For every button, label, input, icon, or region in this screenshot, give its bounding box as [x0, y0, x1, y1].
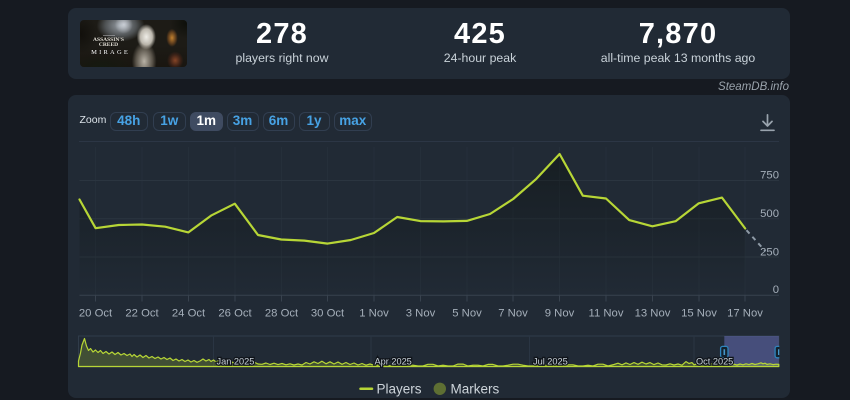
- svg-text:15 Nov: 15 Nov: [681, 308, 717, 320]
- svg-text:28 Oct: 28 Oct: [265, 308, 299, 320]
- svg-text:Oct 2025: Oct 2025: [696, 357, 733, 367]
- svg-text:Jul 2025: Jul 2025: [533, 357, 568, 367]
- svg-text:17 Nov: 17 Nov: [727, 308, 763, 320]
- svg-text:0: 0: [773, 284, 779, 296]
- svg-text:5 Nov: 5 Nov: [452, 308, 482, 320]
- svg-text:Markers: Markers: [451, 381, 500, 396]
- svg-text:500: 500: [760, 208, 779, 220]
- svg-text:24 Oct: 24 Oct: [172, 308, 206, 320]
- svg-text:Apr 2025: Apr 2025: [375, 357, 412, 367]
- svg-text:30 Oct: 30 Oct: [311, 308, 345, 320]
- svg-text:26 Oct: 26 Oct: [218, 308, 252, 320]
- svg-text:250: 250: [760, 246, 779, 258]
- svg-text:13 Nov: 13 Nov: [635, 308, 671, 320]
- svg-text:1 Nov: 1 Nov: [359, 308, 389, 320]
- svg-text:20 Oct: 20 Oct: [79, 308, 113, 320]
- svg-text:Jan 2025: Jan 2025: [217, 357, 255, 367]
- svg-text:Players: Players: [377, 381, 422, 396]
- svg-text:750: 750: [760, 170, 779, 182]
- svg-text:9 Nov: 9 Nov: [545, 308, 575, 320]
- svg-text:3 Nov: 3 Nov: [406, 308, 436, 320]
- svg-text:22 Oct: 22 Oct: [125, 308, 159, 320]
- svg-text:11 Nov: 11 Nov: [589, 308, 624, 320]
- svg-text:7 Nov: 7 Nov: [498, 308, 528, 320]
